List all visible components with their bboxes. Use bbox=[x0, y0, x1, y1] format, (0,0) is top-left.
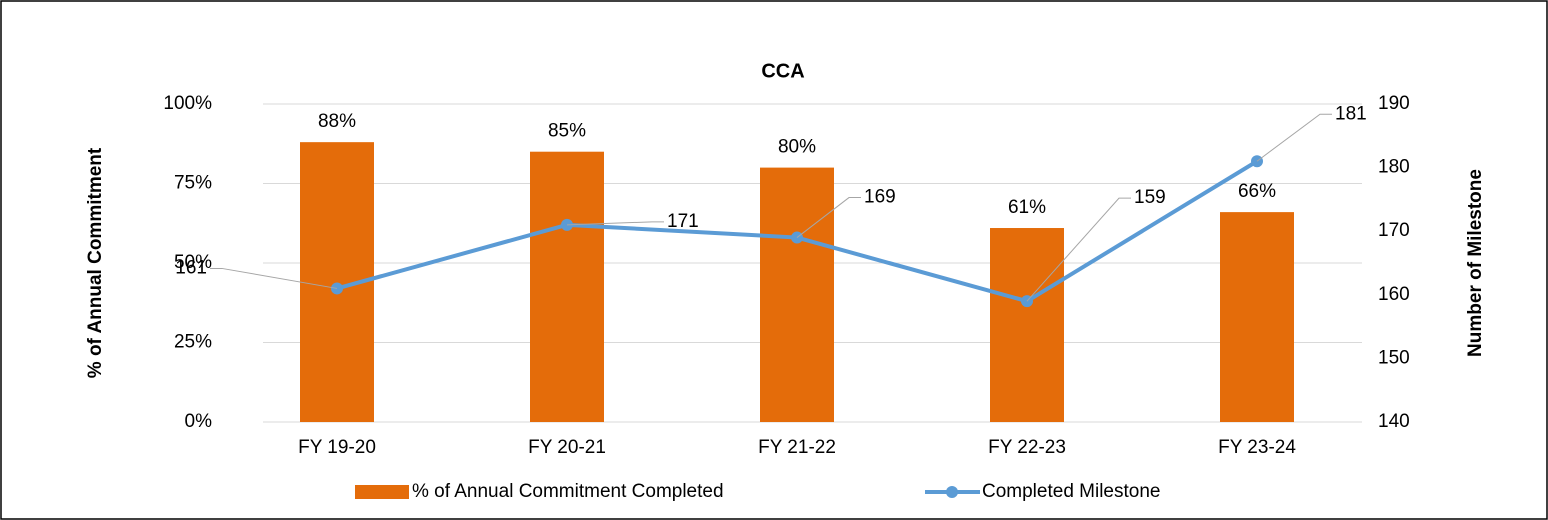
x-tick-label: FY 20-21 bbox=[528, 437, 606, 458]
legend-label: Completed Milestone bbox=[982, 481, 1160, 502]
x-tick-label: FY 23-24 bbox=[1218, 437, 1296, 458]
line-value-label: 181 bbox=[1335, 103, 1367, 124]
chart-title: CCA bbox=[761, 60, 804, 82]
x-tick-label: FY 19-20 bbox=[298, 437, 376, 458]
line-value-label: 171 bbox=[667, 211, 699, 232]
bar bbox=[530, 151, 604, 422]
y-tick-label: 50% bbox=[174, 252, 212, 273]
x-tick-label: FY 21-22 bbox=[758, 437, 836, 458]
y-tick-label: 0% bbox=[185, 411, 213, 432]
y2-tick-label: 190 bbox=[1378, 93, 1410, 114]
legend-swatch bbox=[355, 485, 409, 499]
bar-value-label: 61% bbox=[1008, 197, 1046, 218]
y2-tick-label: 160 bbox=[1378, 284, 1410, 305]
leader-line bbox=[210, 267, 338, 289]
bar-value-label: 85% bbox=[548, 121, 586, 142]
bar-value-label: 88% bbox=[318, 111, 356, 132]
y2-tick-label: 170 bbox=[1378, 220, 1410, 241]
y-tick-label: 25% bbox=[174, 332, 212, 353]
y-tick-label: 75% bbox=[174, 173, 212, 194]
bar-value-label: 66% bbox=[1238, 181, 1276, 202]
y-tick-label: 100% bbox=[163, 93, 212, 114]
y2-tick-label: 180 bbox=[1378, 157, 1410, 178]
bar bbox=[990, 228, 1064, 422]
bar bbox=[760, 167, 834, 422]
bar-value-label: 80% bbox=[778, 137, 816, 158]
legend-marker bbox=[946, 486, 958, 498]
y-axis-title: % of Annual Commitment bbox=[85, 147, 106, 378]
line-value-label: 159 bbox=[1134, 187, 1166, 208]
leader-line bbox=[1256, 113, 1332, 162]
legend-label: % of Annual Commitment Completed bbox=[412, 481, 724, 502]
y2-tick-label: 150 bbox=[1378, 347, 1410, 368]
y2-axis-title: Number of Milestone bbox=[1465, 169, 1486, 357]
bar bbox=[1220, 212, 1294, 422]
y2-tick-label: 140 bbox=[1378, 411, 1410, 432]
x-tick-label: FY 22-23 bbox=[988, 437, 1066, 458]
leader-line bbox=[566, 221, 664, 226]
line-value-label: 161 bbox=[175, 257, 207, 278]
leader-line bbox=[796, 197, 861, 238]
line-value-label: 169 bbox=[864, 187, 896, 208]
leader-line bbox=[1026, 197, 1131, 302]
